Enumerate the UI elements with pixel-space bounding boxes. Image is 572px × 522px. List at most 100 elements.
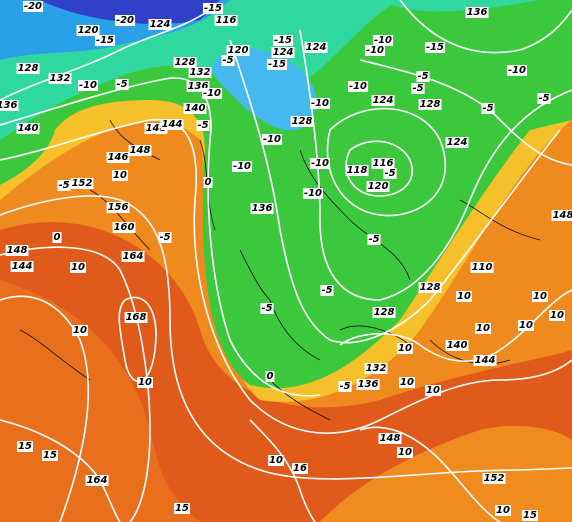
contour-label: -5 [261,303,272,314]
contour-label: 144 [162,119,183,130]
contour-label: 10 [400,377,414,388]
contour-label: 148 [130,145,151,156]
label-box [85,475,109,486]
contour-label: 15 [175,503,189,514]
label-box [94,35,116,46]
label-box [292,463,308,474]
contour-label: 10 [113,170,127,181]
label-box [148,19,172,30]
isoline [0,118,572,434]
label-box [418,282,442,293]
label-box [424,42,446,53]
contour-label: -15 [268,59,286,70]
label-box [5,245,29,256]
isoline [359,426,501,522]
label-box [124,312,148,323]
contour-label: 144 [12,261,33,272]
contour-label: 116 [373,158,394,169]
isoline [299,29,572,301]
isoline [399,0,572,54]
isoline [0,9,211,101]
contour-label: -10 [263,134,281,145]
label-box [250,203,274,214]
label-box [549,310,565,321]
label-box [495,505,511,516]
label-box [77,80,99,91]
label-box [114,15,136,26]
contour-label: -10 [311,158,329,169]
label-box [186,81,210,92]
zone-cyan [210,48,317,131]
label-box [416,71,430,82]
isoline [229,39,561,344]
contour-label: -5 [412,83,423,94]
contour-label: 128 [292,116,313,127]
contour-label: 124 [306,42,327,53]
label-box [112,170,128,181]
contour-label: 116 [216,15,237,26]
isoline [0,295,89,522]
contour-label: 124 [273,47,294,58]
contour-label: 0 [205,177,212,188]
label-box [445,137,469,148]
contour-label: -10 [203,88,221,99]
contour-label: 136 [188,81,209,92]
contour-label: 128 [18,63,39,74]
contour-label: 164 [87,475,108,486]
label-box [456,291,472,302]
label-box [482,473,506,484]
isoline [326,107,446,217]
contour-label: -20 [24,1,42,12]
contour-label: 15 [523,510,537,521]
contour-label: -20 [116,15,134,26]
label-box [290,116,314,127]
label-box [57,180,71,191]
label-box [532,291,548,302]
label-box [518,320,534,331]
label-box [345,165,369,176]
contour-label: -5 [58,180,69,191]
label-box [52,232,62,243]
contour-label: -10 [374,35,392,46]
contour-label: 140 [447,340,468,351]
contour-label: -15 [426,42,444,53]
contour-label: -5 [368,234,379,245]
label-box [272,35,294,46]
contour-label: -5 [417,71,428,82]
label-box [338,381,352,392]
label-box [265,371,275,382]
label-box [371,158,395,169]
contour-label: 128 [420,99,441,110]
label-box [371,95,395,106]
contour-label: 10 [457,291,471,302]
contour-label: 10 [73,325,87,336]
contour-label: -10 [311,98,329,109]
label-box [70,262,86,273]
contour-label: 10 [71,262,85,273]
contour-label: 132 [366,363,387,374]
label-box [367,234,381,245]
zone-teal-ne [380,0,540,12]
label-box [397,343,413,354]
label-box [137,377,153,388]
label-box [221,55,235,66]
contour-label: 10 [519,320,533,331]
zone-orange-dark [0,280,200,522]
isoline [0,195,572,480]
contour-label: -15 [96,35,114,46]
label-box [115,79,129,90]
contour-label: 140 [185,103,206,114]
contour-label: 10 [426,385,440,396]
contour-label: 120 [78,25,99,36]
isoline [0,77,321,397]
contour-label: 10 [398,447,412,458]
label-box [48,73,72,84]
label-box [128,145,152,156]
contour-label: 10 [269,455,283,466]
contour-label: 110 [472,262,493,273]
label-box [76,25,100,36]
label-box [475,323,491,334]
contour-label: -10 [366,45,384,56]
